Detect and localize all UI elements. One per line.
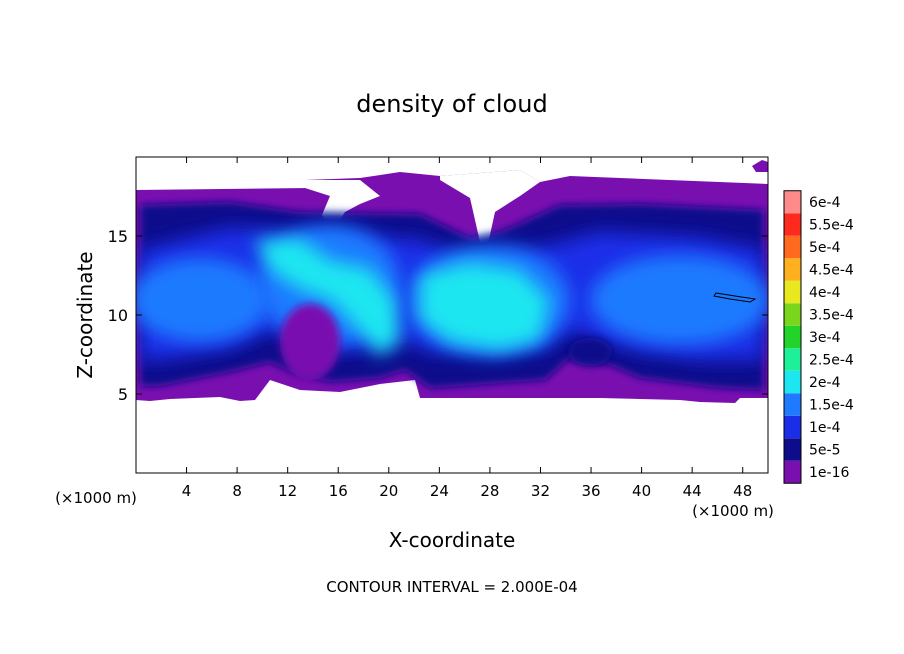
colorbar-swatch xyxy=(784,190,801,214)
colorbar-label: 5e-4 xyxy=(809,240,841,256)
colorbar-label: 5e-5 xyxy=(809,443,840,459)
colorbar-swatch xyxy=(784,258,801,281)
plot-area xyxy=(136,157,768,473)
clear-air-notch xyxy=(440,170,540,244)
y-axis-label: Z-coordinate xyxy=(73,251,97,378)
cloud-core xyxy=(590,255,768,345)
colorbar-swatch xyxy=(784,303,801,326)
colorbar-label: 1.5e-4 xyxy=(809,398,854,414)
colorbar-swatch xyxy=(784,393,801,416)
x-tick-label: 16 xyxy=(329,482,348,500)
colorbar-swatch xyxy=(784,460,801,484)
colorbar-frame xyxy=(783,190,802,484)
x-tick-label: 32 xyxy=(531,482,550,500)
colorbar-label: 1e-4 xyxy=(809,420,841,436)
cloud-fragment xyxy=(752,160,768,172)
colorbar-swatch xyxy=(784,438,801,461)
colorbar-label: 5.5e-4 xyxy=(809,218,854,234)
cloud-core xyxy=(136,258,270,342)
colorbar-label: 3e-4 xyxy=(809,330,841,346)
colorbar-swatch xyxy=(784,213,801,236)
colorbar-swatch xyxy=(784,325,801,349)
contour-line xyxy=(713,292,757,303)
x-tick-label: 44 xyxy=(683,482,702,500)
x-tick-label: 28 xyxy=(480,482,499,500)
cloud-core-cyan xyxy=(420,262,550,350)
clear-air-notch xyxy=(305,180,380,232)
colorbar-label: 4e-4 xyxy=(809,285,841,301)
colorbar-label: 4.5e-4 xyxy=(809,263,854,279)
y-axis: 5 10 15 xyxy=(108,227,768,404)
x-unit-left: (×1000 m) xyxy=(55,489,137,507)
downdraft-region xyxy=(280,304,340,380)
cloud-core-cyan xyxy=(255,238,400,356)
x-tick-label: 4 xyxy=(182,482,192,500)
x-tick-label: 8 xyxy=(232,482,242,500)
colorbar-swatch xyxy=(784,348,801,371)
downdraft-region xyxy=(568,338,612,366)
colorbar-label: 2.5e-4 xyxy=(809,353,854,369)
chart-title: density of cloud xyxy=(356,90,547,118)
colorbar-label: 2e-4 xyxy=(809,375,841,391)
x-axis: 4 8 12 16 20 24 28 32 36 40 44 48 xyxy=(182,157,752,500)
x-tick-label: 40 xyxy=(632,482,651,500)
x-axis-label: X-coordinate xyxy=(389,528,516,552)
y-tick-label: 10 xyxy=(108,306,128,325)
colorbar: 1e-16 5e-5 1e-4 1.5e-4 2e-4 2.5e-4 3e-4 3.5e-4 4… xyxy=(783,190,854,484)
y-tick-label: 5 xyxy=(118,385,128,404)
contour-interval-note: CONTOUR INTERVAL = 2.000E-04 xyxy=(326,578,577,596)
y-tick-label: 15 xyxy=(108,227,128,246)
colorbar-label: 1e-16 xyxy=(809,465,849,481)
colorbar-swatch xyxy=(784,235,801,259)
colorbar-label: 3.5e-4 xyxy=(809,308,854,324)
x-tick-label: 12 xyxy=(278,482,297,500)
x-tick-label: 36 xyxy=(581,482,600,500)
colorbar-swatch xyxy=(784,280,801,304)
x-tick-label: 48 xyxy=(733,482,752,500)
x-unit-right: (×1000 m) xyxy=(692,502,774,520)
x-tick-label: 24 xyxy=(430,482,449,500)
colorbar-swatch xyxy=(784,370,801,394)
colorbar-label: 6e-4 xyxy=(809,195,841,211)
x-tick-label: 20 xyxy=(379,482,398,500)
colorbar-swatch xyxy=(784,415,801,439)
